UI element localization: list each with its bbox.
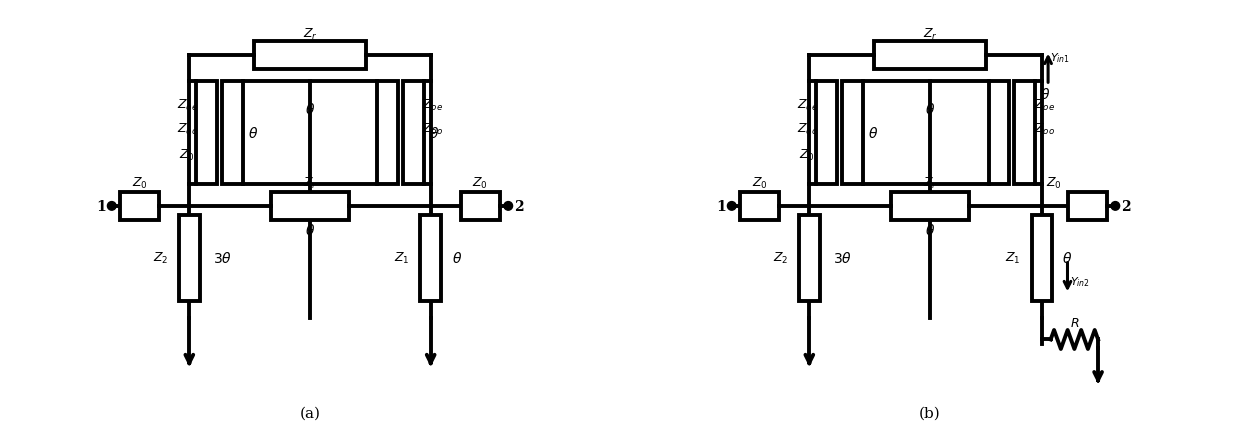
Text: $\theta$: $\theta$ [925,223,935,237]
Circle shape [108,202,117,211]
Text: $Z_0$: $Z_0$ [180,147,195,163]
Text: $Z_0$: $Z_0$ [751,175,768,190]
Circle shape [728,202,737,211]
Text: $Y_{in1}$: $Y_{in1}$ [1050,51,1070,65]
Bar [874,42,986,70]
Bar [461,193,500,220]
Bar [988,82,1009,185]
Bar [272,193,348,220]
Text: $Z_2$: $Z_2$ [153,250,169,266]
Text: $Z_0$: $Z_0$ [472,175,489,190]
Bar [1014,82,1035,185]
Bar [799,215,820,301]
Text: $Z_r$: $Z_r$ [923,27,937,42]
Text: $\theta$: $\theta$ [305,223,315,237]
Text: $Z_{oe}$: $Z_{oe}$ [796,98,817,113]
Text: (b): (b) [919,406,941,420]
Text: $\theta$: $\theta$ [1040,87,1050,102]
Bar [254,42,366,70]
Text: $Z_{oo}$: $Z_{oo}$ [176,121,197,137]
Text: 1: 1 [95,200,105,213]
Text: $Z_{oo}$: $Z_{oo}$ [1034,121,1055,137]
Text: $3\theta$: $3\theta$ [213,251,233,265]
Bar [842,82,863,185]
Text: $\theta$: $\theta$ [305,102,315,117]
Text: $Z_0$: $Z_0$ [1045,175,1061,190]
Text: 2: 2 [515,200,523,213]
Text: $Z_r$: $Z_r$ [923,175,937,190]
Text: $Z_2$: $Z_2$ [773,250,789,266]
Bar [179,215,200,301]
Text: $Z_1$: $Z_1$ [394,250,409,266]
Bar [420,215,441,301]
Text: $Y_{in2}$: $Y_{in2}$ [1070,275,1090,289]
Text: $3\theta$: $3\theta$ [833,251,853,265]
Text: $Z_{oo}$: $Z_{oo}$ [423,121,444,137]
Text: $Z_{oe}$: $Z_{oe}$ [423,98,444,113]
Text: $Z_r$: $Z_r$ [303,175,317,190]
Bar [740,193,779,220]
Text: $Z_r$: $Z_r$ [303,27,317,42]
Text: $\theta$: $\theta$ [925,102,935,117]
Text: 2: 2 [1121,200,1131,213]
Bar [196,82,217,185]
Bar [816,82,837,185]
Bar [222,82,243,185]
Text: 1: 1 [715,200,725,213]
Bar [120,193,159,220]
Text: $Z_0$: $Z_0$ [131,175,148,190]
Bar [892,193,968,220]
Text: $\theta$: $\theta$ [868,126,879,141]
Text: $Z_{oe}$: $Z_{oe}$ [1034,98,1055,113]
Text: $Z_{oe}$: $Z_{oe}$ [176,98,197,113]
Text: $Z_0$: $Z_0$ [800,147,815,163]
Text: $R$: $R$ [1070,316,1079,329]
Text: $Z_1$: $Z_1$ [1006,250,1021,266]
Text: $\theta$: $\theta$ [429,126,440,141]
Circle shape [1111,202,1120,211]
Bar [377,82,398,185]
Text: (a): (a) [300,406,320,420]
Circle shape [503,202,512,211]
Bar [1068,193,1107,220]
Text: $\theta$: $\theta$ [1061,251,1073,265]
Bar [1032,215,1053,301]
Bar [403,82,424,185]
Text: $Z_{oo}$: $Z_{oo}$ [796,121,817,137]
Text: $\theta$: $\theta$ [451,251,463,265]
Text: $\theta$: $\theta$ [248,126,259,141]
